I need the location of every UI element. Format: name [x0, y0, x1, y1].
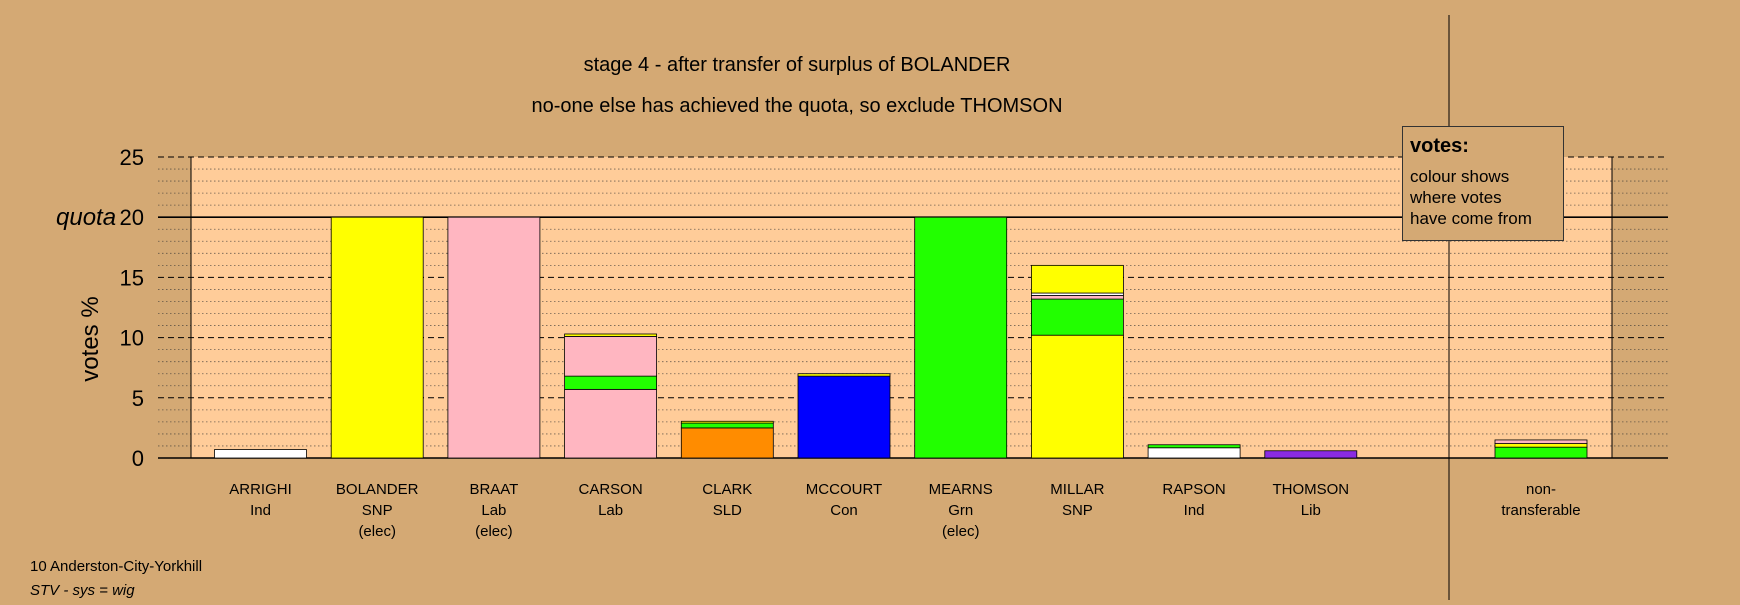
- bar-mearns-segment-1: [914, 216, 1008, 459]
- plot-area: 0 5 10 15 20 25 quota ARRIGHI Ind BOLANDER SNP (ele…: [56, 15, 1668, 600]
- x-label-bolander-status: (elec): [358, 523, 396, 540]
- y-axis-label: votes %: [77, 296, 104, 381]
- bar-rapson-segment-1: [1147, 447, 1241, 459]
- bar-clark-segment-2: [680, 422, 774, 429]
- bar-mccourt-segment-2: [797, 373, 891, 377]
- x-label-thomson-party: Lib: [1301, 502, 1321, 519]
- x-label-braat-status: (elec): [475, 523, 513, 540]
- legend-line-3: have come from: [1410, 209, 1532, 228]
- bar-clark-segment-1: [680, 427, 774, 459]
- x-label-mearns-name: MEARNS: [929, 481, 993, 498]
- bar-clark-segment-3: [680, 420, 774, 424]
- x-label-bolander-name: BOLANDER: [336, 481, 419, 498]
- x-label-carson-party: Lab: [598, 502, 623, 519]
- x-label-bolander-party: SNP: [362, 502, 393, 519]
- bar-nontransferable-segment-2: [1494, 443, 1588, 448]
- bar-millar-segment-2: [1031, 298, 1124, 336]
- bar-nontransferable-segment-3: [1494, 439, 1588, 444]
- chart-subtitle: no-one else has achieved the quota, so e…: [531, 95, 1062, 117]
- x-label-rapson-name: RAPSON: [1162, 481, 1225, 498]
- bar-carson-segment-4: [564, 333, 657, 337]
- x-label-braat-party: Lab: [481, 502, 506, 519]
- x-label-mearns-party: Grn: [948, 502, 973, 519]
- x-label-braat-name: BRAAT: [469, 481, 518, 498]
- x-label-millar-party: SNP: [1062, 502, 1093, 519]
- legend-title: votes:: [1410, 135, 1469, 157]
- x-label-carson-name: CARSON: [579, 481, 643, 498]
- y-tick-label: 0: [132, 446, 144, 471]
- x-label-rapson-party: Ind: [1184, 502, 1205, 519]
- plot-background: [191, 157, 1612, 458]
- quota-label: quota: [56, 204, 116, 231]
- x-label-mearns-status: (elec): [942, 523, 980, 540]
- y-tick-label: 20: [120, 205, 144, 230]
- x-label-nontransferable-1: non-: [1526, 481, 1556, 498]
- y-tick-label: 25: [120, 145, 144, 170]
- bar-carson-segment-3: [564, 335, 657, 377]
- x-label-mccourt-name: MCCOURT: [806, 481, 882, 498]
- x-label-nontransferable-2: transferable: [1501, 502, 1580, 519]
- y-tick-label: 5: [132, 386, 144, 411]
- voting-system: STV - sys = wig: [30, 582, 135, 599]
- bar-millar-segment-5: [1031, 264, 1124, 294]
- bar-mccourt-segment-1: [797, 375, 891, 459]
- bar-bolander-segment-1: [330, 216, 424, 459]
- legend-line-2: where votes: [1410, 188, 1502, 207]
- x-label-arrighi-party: Ind: [250, 502, 271, 519]
- chart-title: stage 4 - after transfer of surplus of B…: [584, 54, 1011, 76]
- bar-carson-segment-1: [564, 388, 657, 459]
- y-tick-label: 10: [120, 326, 144, 351]
- bar-carson-segment-2: [564, 375, 657, 390]
- bar-thomson-segment-1: [1264, 450, 1358, 459]
- x-label-clark-name: CLARK: [702, 481, 752, 498]
- y-tick-label: 15: [120, 265, 144, 290]
- bar-rapson-segment-2: [1147, 444, 1241, 449]
- bar-nontransferable-segment-1: [1494, 446, 1588, 459]
- legend-line-1: colour shows: [1410, 167, 1510, 186]
- x-label-arrighi-name: ARRIGHI: [229, 481, 292, 498]
- ward-name: 10 Anderston-City-Yorkhill: [30, 558, 203, 575]
- bar-arrighi-segment-1: [214, 449, 307, 459]
- bar-braat-segment-1: [447, 216, 541, 459]
- x-label-thomson-name: THOMSON: [1272, 481, 1349, 498]
- bar-millar-segment-1: [1031, 334, 1124, 459]
- x-label-mccourt-party: Con: [830, 502, 858, 519]
- x-label-millar-name: MILLAR: [1050, 481, 1104, 498]
- x-label-clark-party: SLD: [713, 502, 742, 519]
- legend-box: votes: colour shows where votes have com…: [1402, 126, 1564, 241]
- bar-millar-segment-3: [1031, 295, 1124, 300]
